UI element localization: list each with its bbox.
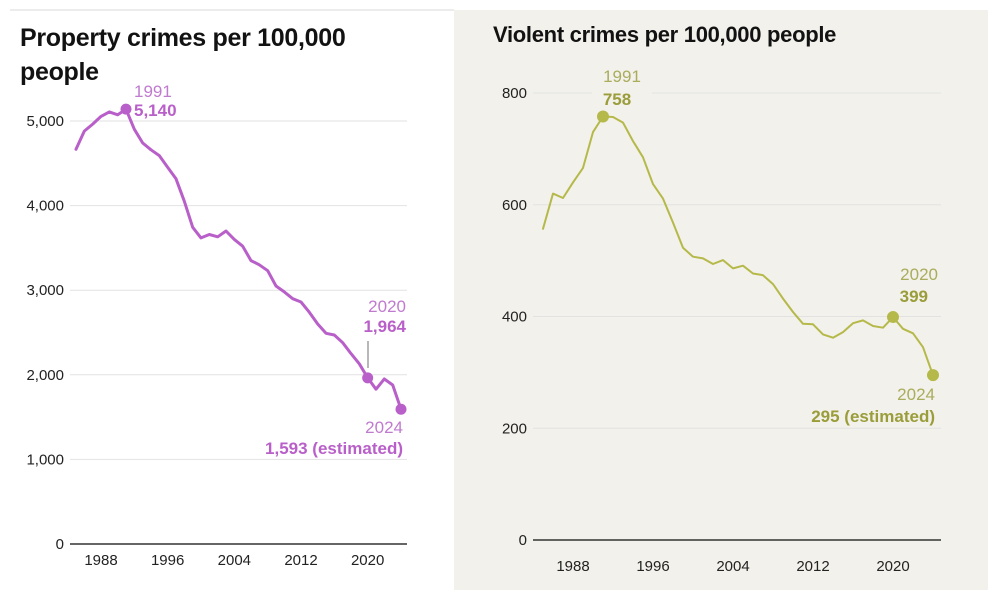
property-chart-title: Property crimes per 100,000 people: [20, 24, 346, 86]
highlight-point: [362, 372, 374, 384]
y-tick-label: 800: [502, 85, 527, 102]
property-crimes-chart: 0 1,000 2,000 3,000 4,000 5,000 1988 1996 2004 20…: [26, 82, 407, 569]
y-tick-label: 0: [519, 532, 527, 549]
y-tick-label: 0: [56, 536, 64, 553]
y-tick-label: 600: [502, 197, 527, 214]
y-tick-label: 400: [502, 309, 527, 326]
annotation-value: 5,140: [134, 101, 177, 120]
x-tick-label: 2004: [218, 552, 251, 569]
series-line: [542, 115, 934, 377]
annotation-year: 2024: [365, 418, 403, 437]
annotation-year: 1991: [603, 67, 641, 86]
y-tick-label: 5,000: [26, 113, 64, 130]
violent-crimes-chart: 0 200 400 600 800 1988 1996 2004 2012 2020 1991 758…: [502, 67, 941, 575]
highlight-point: [120, 103, 132, 115]
violent-chart-title: Violent crimes per 100,000 people: [493, 22, 837, 47]
annotation-value: 1,964: [363, 317, 406, 336]
annotation-year: 2024: [897, 385, 935, 404]
annotation-value: 295 (estimated): [811, 407, 935, 426]
x-tick-label: 2004: [716, 558, 749, 575]
annotation-value: 1,593 (estimated): [265, 439, 403, 458]
x-tick-label: 1988: [84, 552, 117, 569]
y-tick-label: 200: [502, 420, 527, 437]
y-tick-label: 1,000: [26, 451, 64, 468]
series-line: [74, 107, 403, 411]
x-tick-label: 1988: [556, 558, 589, 575]
x-tick-label: 2020: [351, 552, 384, 569]
x-tick-label: 1996: [151, 552, 184, 569]
annotation-value: 399: [900, 287, 928, 306]
highlight-point: [927, 369, 939, 382]
annotation-year: 1991: [134, 82, 172, 101]
y-tick-label: 3,000: [26, 282, 64, 299]
violent-chart-panel: [454, 10, 988, 590]
x-tick-label: 2012: [796, 558, 829, 575]
y-tick-label: 2,000: [26, 367, 64, 384]
highlight-point: [887, 311, 899, 324]
annotation-year: 2020: [368, 297, 406, 316]
highlight-point: [597, 110, 609, 123]
highlight-point: [395, 403, 407, 415]
x-tick-label: 2020: [876, 558, 909, 575]
annotation-value: 758: [603, 90, 631, 109]
y-tick-label: 4,000: [26, 198, 64, 215]
annotation-year: 2020: [900, 265, 938, 284]
top-divider: [10, 9, 454, 11]
x-tick-label: 2012: [284, 552, 317, 569]
x-tick-label: 1996: [636, 558, 669, 575]
